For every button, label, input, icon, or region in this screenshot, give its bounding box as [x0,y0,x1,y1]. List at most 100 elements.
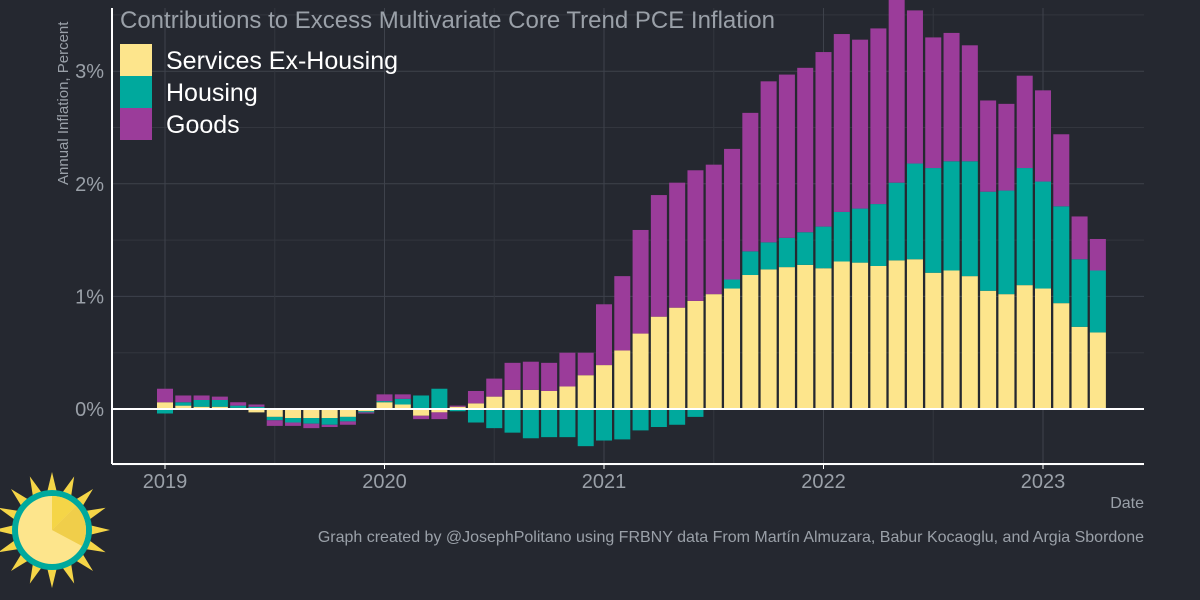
bar-services-ex-housing [980,290,997,409]
sun-ray [89,525,110,535]
legend-swatch-goods [120,108,152,140]
sun-ray [84,539,106,553]
bar-services-ex-housing [413,409,430,416]
bar-housing [339,416,356,422]
y-tick-label: 1% [75,286,104,308]
legend-swatch-housing [120,76,152,108]
bar-goods [943,32,960,162]
bar-services-ex-housing [248,409,265,413]
bar-services-ex-housing [1016,285,1033,409]
bar-housing [943,161,960,271]
bar-goods [760,81,777,243]
bar-housing [888,182,905,261]
axes [111,8,1144,465]
bar-services-ex-housing [467,403,484,409]
bar-goods [724,148,741,280]
bar-goods [467,390,484,404]
bar-goods [961,45,978,162]
bar-goods [669,182,686,308]
bar-services-ex-housing [285,409,302,419]
bar-housing [193,399,210,407]
bar-services-ex-housing [833,261,850,409]
footer-credit: Graph created by @JosephPolitano using F… [318,529,1144,546]
bar-services-ex-housing [1089,332,1106,409]
bar-services-ex-housing [943,270,960,409]
bar-housing [303,418,320,424]
bar-services-ex-housing [541,390,558,409]
bar-services-ex-housing [705,294,722,409]
bar-goods [394,394,411,399]
bar-housing [778,237,795,268]
sun-ray [61,562,75,584]
bar-goods [1035,90,1051,182]
bar-goods [815,52,832,227]
bar-goods [504,362,521,390]
bar-goods [870,28,887,205]
sun-logo-icon [0,472,110,588]
bar-housing [833,211,850,262]
bar-services-ex-housing [925,272,942,409]
y-tick-label: 3% [75,61,104,83]
bar-services-ex-housing [760,269,777,409]
bar-housing [925,168,942,273]
legend-label-goods: Goods [166,111,240,139]
bar-goods [193,395,210,400]
bar-goods [1016,75,1033,169]
sun-ray [61,476,75,498]
bar-goods [980,100,997,192]
bar-services-ex-housing [449,406,466,409]
bar-goods [230,402,247,406]
sun-ray [29,562,43,584]
bar-housing [998,190,1015,295]
bar-housing [248,406,265,409]
bar-housing [632,409,649,431]
bar-goods [266,420,283,426]
bar-goods [1053,134,1070,207]
bar-goods [431,412,448,420]
bar-housing [431,388,448,409]
bar-housing [797,232,814,265]
bar-housing [266,416,283,421]
bar-goods [852,39,869,209]
y-tick-label: 0% [75,399,104,421]
bar-services-ex-housing [522,389,539,409]
bar-housing [413,395,430,409]
bar-goods [157,388,173,403]
tick-labels: 0% 1% 2% 3% 2019 2020 2021 2022 2023 [75,61,1065,493]
bar-goods [632,229,649,334]
bar-housing [1035,181,1051,289]
bar-goods [705,164,722,295]
bar-housing [650,409,667,428]
bar-housing [522,409,539,439]
bar-services-ex-housing [339,409,356,417]
bar-housing [852,208,869,263]
bar-services-ex-housing [650,316,667,409]
bar-housing [577,409,594,447]
bar-goods [742,112,759,252]
bar-housing [504,409,521,433]
y-tick-label: 2% [75,174,104,196]
chart-title: Contributions to Excess Multivariate Cor… [120,7,775,34]
bar-housing [1071,259,1088,327]
bar-services-ex-housing [211,406,228,409]
bar-goods [285,422,302,426]
bar-services-ex-housing [193,406,210,409]
bar-housing [596,409,612,441]
bar-housing [285,418,302,423]
sun-ray [29,476,43,498]
bar-goods [1089,238,1106,271]
bar-services-ex-housing [1053,303,1070,409]
bar-housing [724,279,741,289]
x-tick-label: 2021 [582,471,627,493]
sun-ray [47,567,57,588]
x-tick-label: 2022 [801,471,846,493]
bar-goods [358,412,375,414]
x-tick-label: 2023 [1021,471,1066,493]
bar-goods [833,34,850,212]
bar-services-ex-housing [1035,288,1051,409]
bar-housing [614,409,631,440]
bar-services-ex-housing [961,276,978,409]
bar-services-ex-housing [614,350,631,409]
bar-housing [486,409,503,429]
bar-goods [614,276,631,351]
